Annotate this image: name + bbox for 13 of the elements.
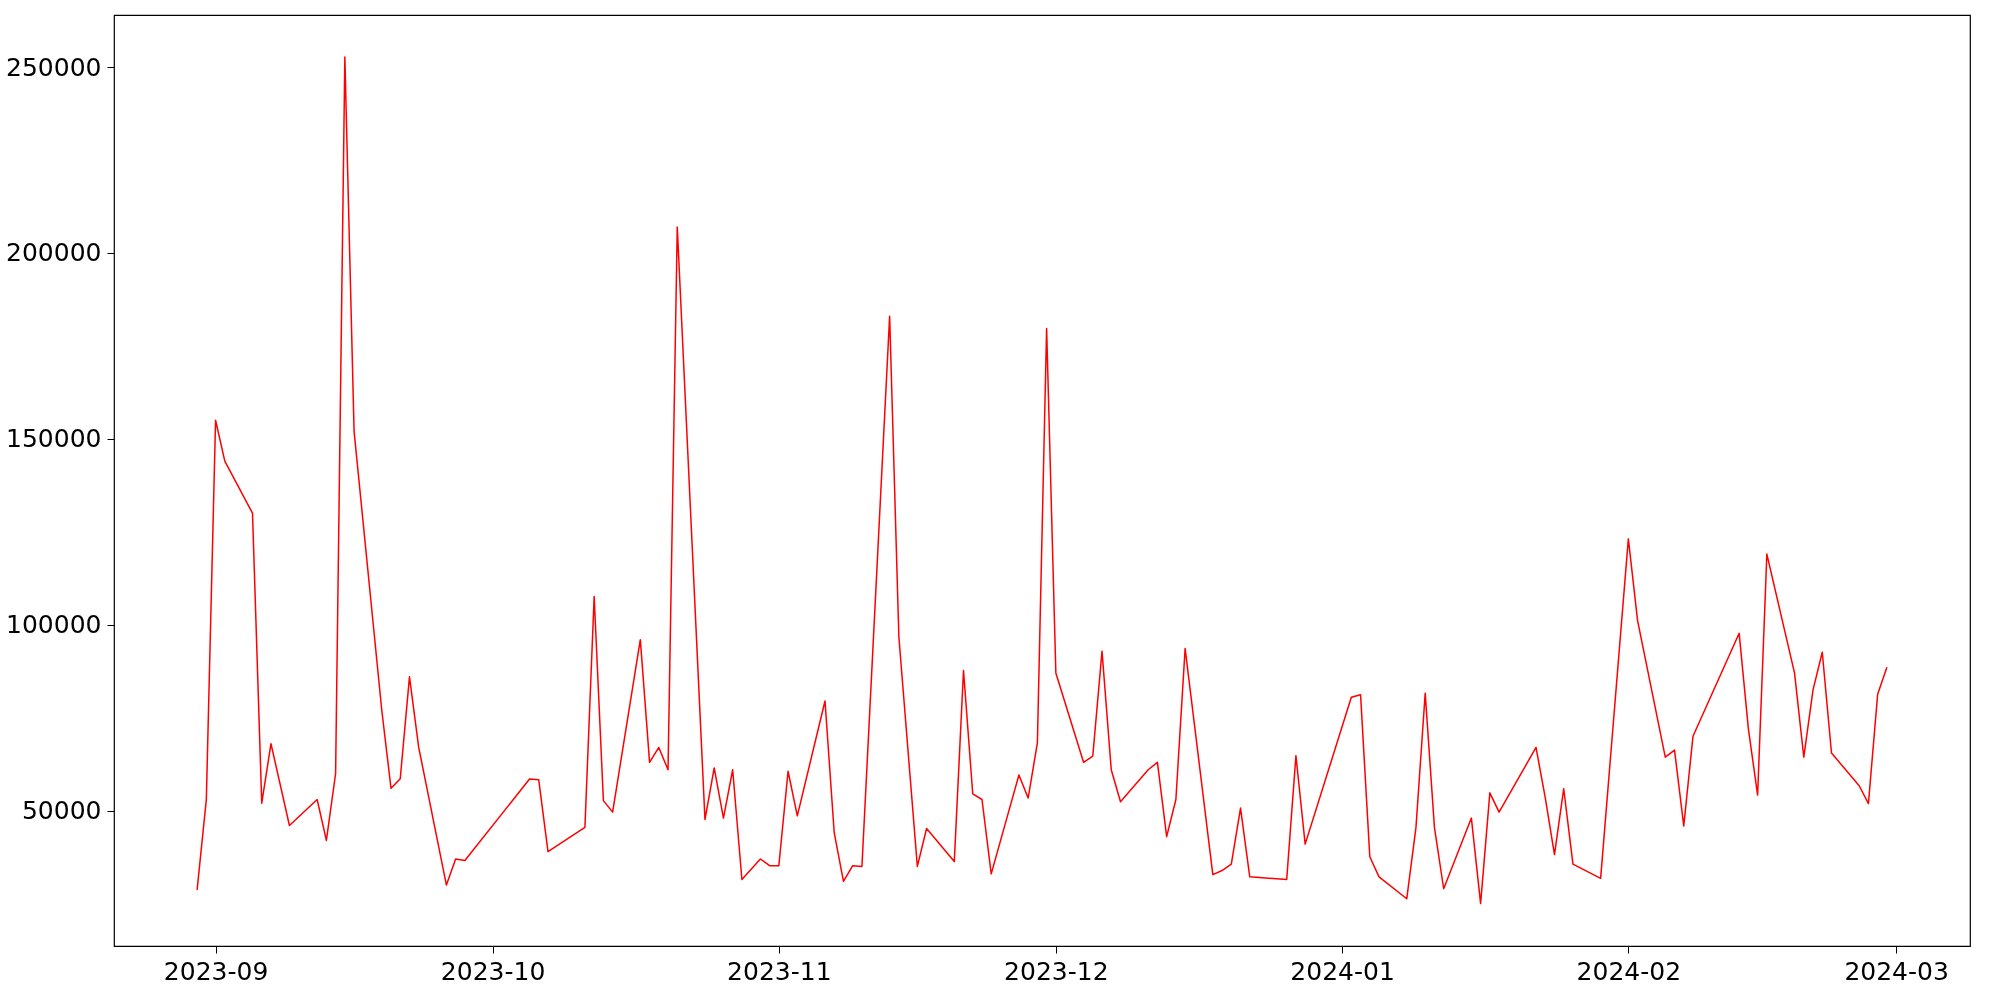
x-tick-label: 2023-09 bbox=[163, 956, 269, 986]
y-tick-label: 100000 bbox=[6, 610, 102, 640]
y-tick-label: 150000 bbox=[6, 424, 102, 454]
x-tick-label: 2024-02 bbox=[1576, 956, 1682, 986]
x-tick-label: 2023-11 bbox=[727, 956, 832, 986]
x-tick-label: 2023-12 bbox=[1004, 956, 1109, 986]
y-tick-label: 200000 bbox=[6, 238, 102, 268]
x-tick-label: 2024-03 bbox=[1844, 956, 1949, 986]
y-tick-label: 250000 bbox=[6, 52, 102, 82]
x-tick-label: 2024-01 bbox=[1290, 956, 1395, 986]
line-series bbox=[196, 56, 1888, 905]
x-tick-label: 2023-10 bbox=[440, 956, 546, 986]
y-tick-label: 50000 bbox=[21, 796, 102, 826]
